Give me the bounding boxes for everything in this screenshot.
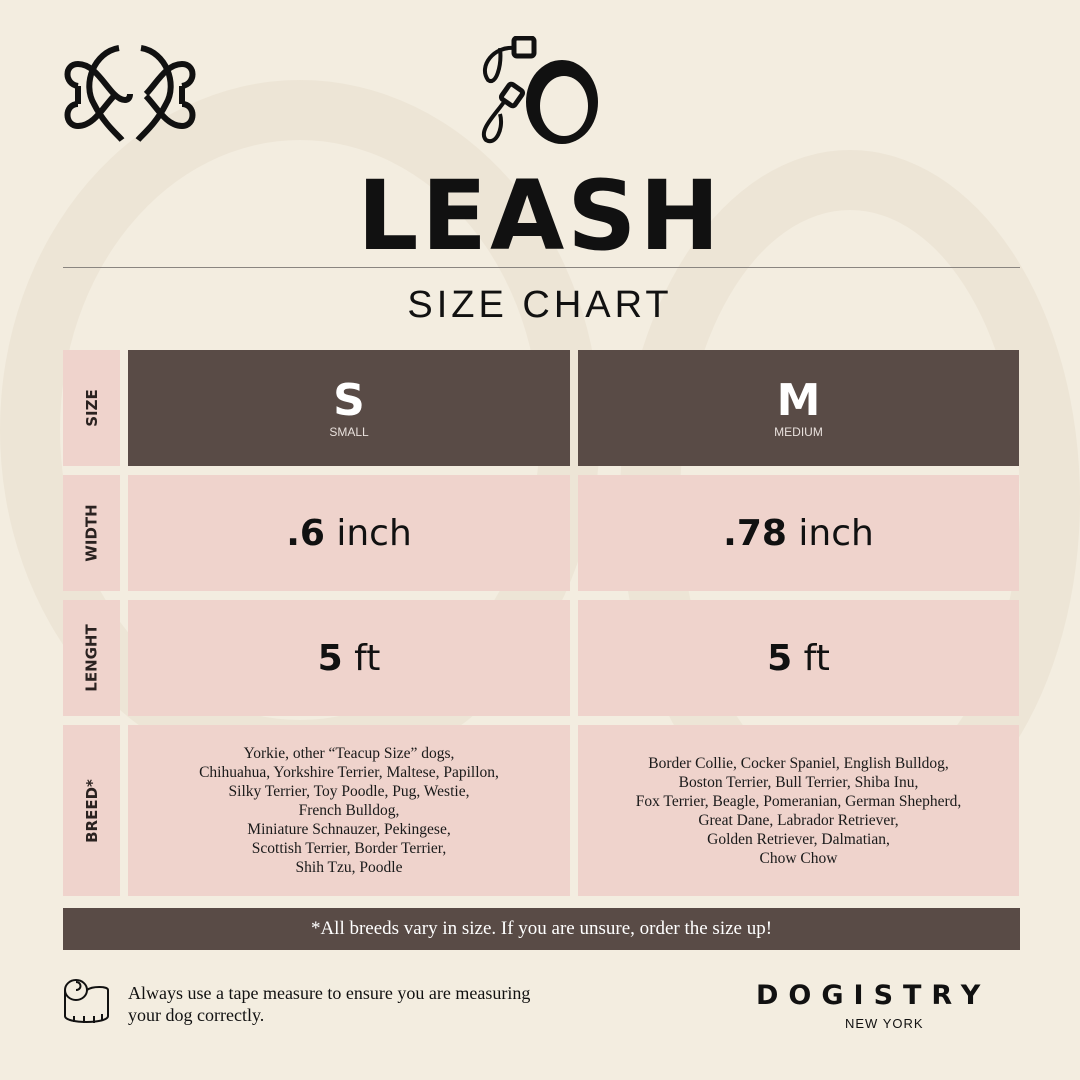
brand-logo: DOGISTRY bbox=[756, 980, 991, 1011]
page-title: LEASH bbox=[357, 160, 723, 272]
breed-line: Silky Terrier, Toy Poodle, Pug, Westie, bbox=[228, 783, 470, 800]
breed-line: Golden Retriever, Dalmatian, bbox=[707, 830, 890, 848]
size-name: SMALL bbox=[329, 425, 369, 439]
size-cell-small: S SMALL bbox=[128, 350, 570, 466]
size-note: *All breeds vary in size. If you are uns… bbox=[63, 908, 1020, 950]
divider bbox=[63, 267, 1020, 268]
row-label-size: SIZE bbox=[63, 350, 120, 466]
size-name: MEDIUM bbox=[774, 425, 823, 439]
width-unit: inch bbox=[786, 512, 874, 554]
breed-line: Fox Terrier, Beagle, Pomeranian, German … bbox=[635, 792, 962, 810]
tape-tip: Always use a tape measure to ensure you … bbox=[128, 982, 648, 1026]
width-cell-medium: .78 inch bbox=[578, 475, 1019, 591]
breed-line: Chow Chow bbox=[759, 849, 838, 867]
breed-line: Border Collie, Cocker Spaniel, English B… bbox=[648, 754, 949, 772]
size-letter: M bbox=[776, 375, 821, 426]
breed-line: Boston Terrier, Bull Terrier, Shiba Inu, bbox=[678, 773, 919, 791]
size-letter: S bbox=[333, 375, 365, 426]
length-cell-medium: 5 ft bbox=[578, 600, 1019, 716]
length-cell-small: 5 ft bbox=[128, 600, 570, 716]
length-value: 5 bbox=[317, 637, 343, 679]
length-unit: ft bbox=[342, 637, 381, 679]
leash-icon bbox=[482, 36, 598, 144]
breed-line: Miniature Schnauzer, Pekingese, bbox=[247, 821, 451, 838]
brand-location: NEW YORK bbox=[845, 1016, 924, 1031]
label-text: BREED* bbox=[82, 778, 101, 843]
length-unit: ft bbox=[792, 637, 830, 679]
width-cell-small: .6 inch bbox=[128, 475, 570, 591]
width-unit: inch bbox=[324, 512, 412, 554]
row-label-length: LENGHT bbox=[63, 600, 120, 716]
breed-cell-small: Yorkie, other “Teacup Size” dogs, Chihuah… bbox=[128, 725, 570, 896]
label-text: LENGHT bbox=[82, 624, 101, 692]
label-text: SIZE bbox=[82, 389, 101, 427]
tip-line: Always use a tape measure to ensure you … bbox=[128, 983, 531, 1003]
width-value: .78 bbox=[723, 512, 787, 554]
row-label-width: WIDTH bbox=[63, 475, 120, 591]
length-value: 5 bbox=[767, 637, 793, 679]
width-value: .6 bbox=[286, 512, 325, 554]
page-subtitle: SIZE CHART bbox=[407, 284, 673, 326]
brand-monogram-icon bbox=[64, 45, 196, 142]
breed-line: Chihuahua, Yorkshire Terrier, Maltese, P… bbox=[199, 764, 499, 781]
tape-measure-icon bbox=[64, 979, 109, 1023]
size-cell-medium: M MEDIUM bbox=[578, 350, 1019, 466]
breed-line: Great Dane, Labrador Retriever, bbox=[698, 811, 899, 829]
breed-cell-medium: Border Collie, Cocker Spaniel, English B… bbox=[578, 725, 1019, 896]
tip-line: your dog correctly. bbox=[128, 1005, 265, 1025]
breed-line: Shih Tzu, Poodle bbox=[295, 859, 403, 876]
row-label-breed: BREED* bbox=[63, 725, 120, 896]
breed-line: Scottish Terrier, Border Terrier, bbox=[251, 840, 447, 857]
breed-line: Yorkie, other “Teacup Size” dogs, bbox=[243, 745, 455, 762]
breed-line: French Bulldog, bbox=[298, 802, 400, 819]
label-text: WIDTH bbox=[82, 504, 101, 562]
